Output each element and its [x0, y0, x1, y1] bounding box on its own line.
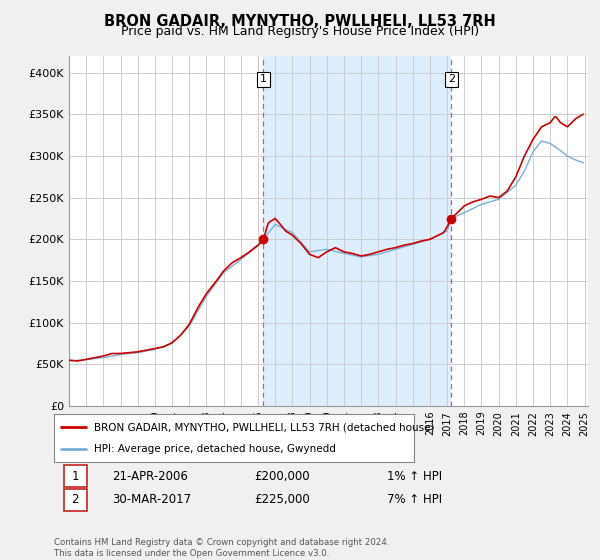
Text: Price paid vs. HM Land Registry's House Price Index (HPI): Price paid vs. HM Land Registry's House …: [121, 25, 479, 38]
Text: BRON GADAIR, MYNYTHO, PWLLHELI, LL53 7RH (detached house): BRON GADAIR, MYNYTHO, PWLLHELI, LL53 7RH…: [94, 422, 434, 432]
Text: £225,000: £225,000: [254, 493, 310, 506]
Text: 1: 1: [260, 74, 267, 85]
FancyBboxPatch shape: [64, 489, 87, 511]
Text: 30-MAR-2017: 30-MAR-2017: [112, 493, 191, 506]
FancyBboxPatch shape: [64, 465, 87, 487]
Text: Contains HM Land Registry data © Crown copyright and database right 2024.
This d: Contains HM Land Registry data © Crown c…: [54, 538, 389, 558]
Text: 1% ↑ HPI: 1% ↑ HPI: [386, 470, 442, 483]
Text: £200,000: £200,000: [254, 470, 310, 483]
Text: 2: 2: [71, 493, 79, 506]
Bar: [263, 56, 451, 406]
Text: HPI: Average price, detached house, Gwynedd: HPI: Average price, detached house, Gwyn…: [94, 444, 335, 454]
Text: 2: 2: [448, 74, 455, 85]
Text: BRON GADAIR, MYNYTHO, PWLLHELI, LL53 7RH: BRON GADAIR, MYNYTHO, PWLLHELI, LL53 7RH: [104, 14, 496, 29]
Text: 1: 1: [71, 470, 79, 483]
Text: 7% ↑ HPI: 7% ↑ HPI: [386, 493, 442, 506]
Text: 21-APR-2006: 21-APR-2006: [112, 470, 188, 483]
